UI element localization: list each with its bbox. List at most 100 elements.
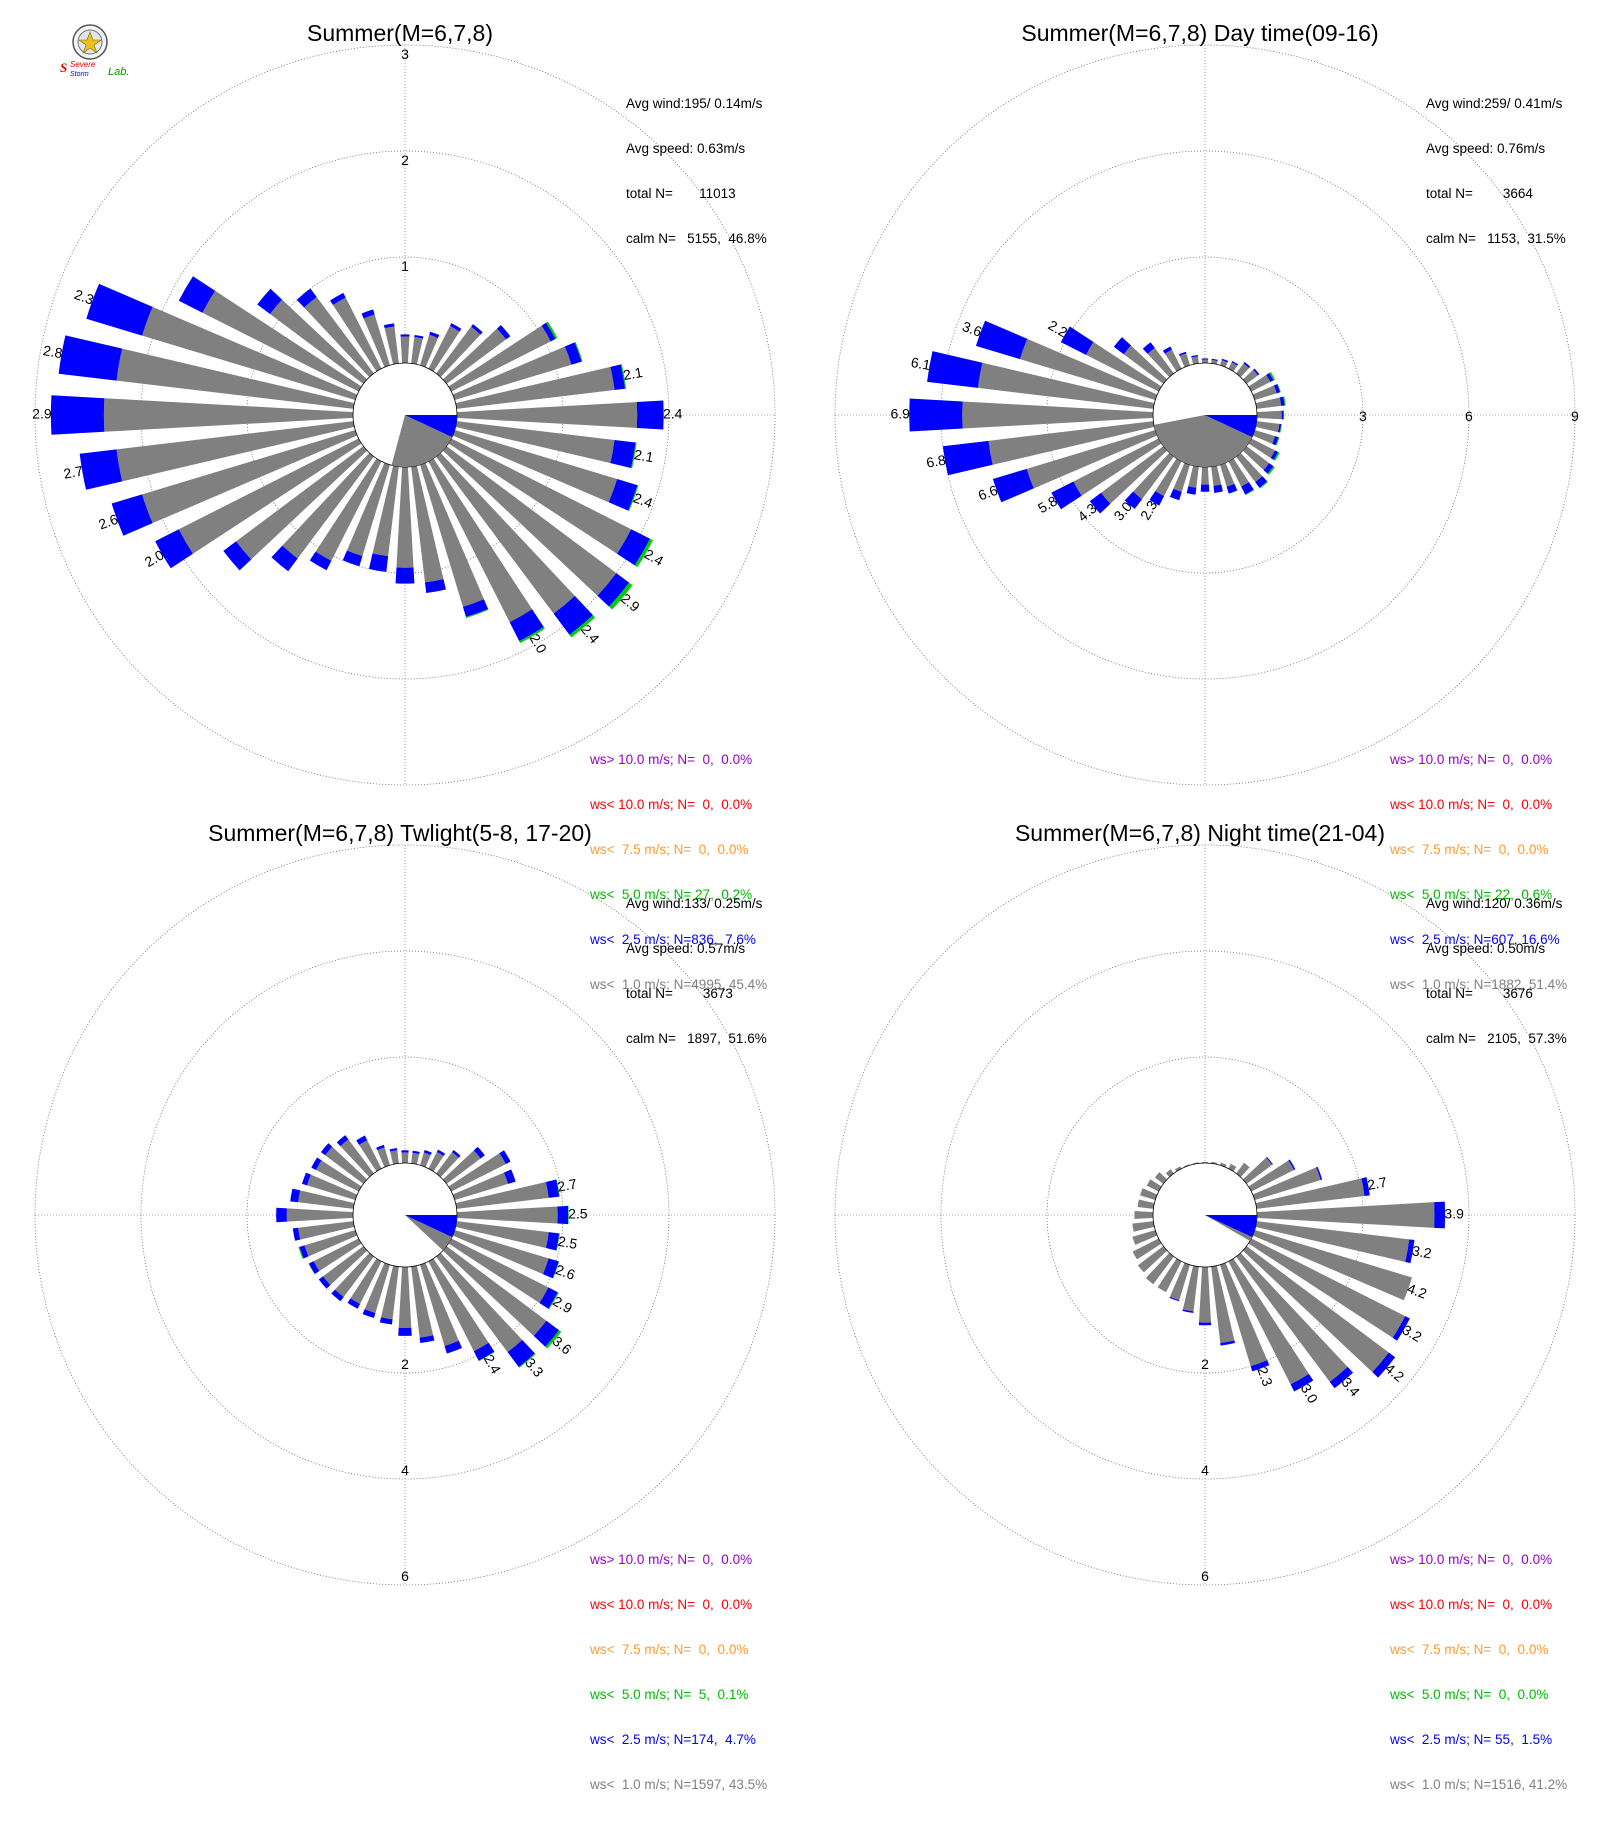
wind-bar-blue	[362, 1309, 376, 1319]
svg-text:Lab.: Lab.	[108, 66, 129, 78]
wind-bar-gray	[436, 1252, 523, 1353]
speed-label: 2.4	[631, 489, 655, 511]
wind-bar-gray	[1164, 349, 1182, 372]
wind-bar-blue	[223, 541, 252, 571]
wind-bar-blue	[1200, 484, 1210, 492]
wind-bar-gray	[1236, 1252, 1348, 1382]
wind-bar-gray	[1252, 385, 1277, 400]
wind-bar-blue	[1266, 372, 1274, 382]
legend-row: ws< 5.0 m/s; N= 0, 0.0%	[1390, 1687, 1549, 1702]
speed-label: 2.3	[72, 286, 96, 308]
wind-bar-blue	[1213, 484, 1223, 493]
wind-bar-green	[545, 1330, 562, 1349]
wind-bar-blue	[111, 494, 153, 536]
wind-bar-green	[546, 321, 558, 339]
wind-bar-blue	[1273, 384, 1281, 394]
wind-bar-gray	[400, 336, 410, 364]
mean-speed-sector	[405, 1215, 457, 1237]
wind-bar-gray	[455, 1181, 549, 1209]
wind-bar-gray	[411, 1152, 420, 1165]
wind-bar-gray	[307, 1174, 358, 1200]
wind-bar-green	[620, 364, 627, 389]
legend-row: ws< 1.0 m/s; N=1516, 41.2%	[1390, 1777, 1568, 1792]
wind-bar-blue	[376, 1144, 385, 1151]
wind-bar-gray	[452, 430, 618, 503]
wind-bar-gray	[448, 325, 551, 392]
wind-bar-gray	[1139, 1188, 1158, 1200]
speed-label: 2.7	[1366, 1174, 1388, 1193]
range-ring	[140, 150, 670, 680]
wind-bar-gray	[1220, 1262, 1268, 1367]
ring-label: 1	[401, 258, 409, 274]
wind-bar-gray	[988, 421, 1155, 465]
wind-bar-gray	[1145, 1252, 1174, 1285]
wind-bar-gray	[1086, 342, 1162, 392]
wind-bar-blue	[1279, 396, 1285, 406]
wind-bar-gray	[1132, 1230, 1158, 1245]
speed-label: 2.6	[553, 1261, 577, 1283]
wind-bar-blue	[423, 1149, 432, 1156]
wind-bar-gray	[962, 401, 1154, 429]
speed-label: 3.2	[1411, 1242, 1433, 1261]
wind-bar-blue	[444, 1340, 463, 1354]
wind-bar-green	[1267, 466, 1275, 475]
wind-bar-gray	[1137, 1246, 1168, 1273]
wind-bar-gray	[448, 438, 632, 554]
wind-bar-gray	[1228, 458, 1249, 487]
wind-bar-gray	[1191, 356, 1199, 365]
wind-bar-gray	[452, 346, 572, 400]
wind-bar-blue	[271, 545, 298, 572]
wind-bar-blue	[414, 334, 424, 339]
wind-bar-gray	[316, 1160, 362, 1192]
wind-bar-gray	[381, 1265, 399, 1320]
total-n-text: total N= 3664	[1426, 186, 1533, 201]
wind-bar-gray	[1248, 438, 1276, 458]
wind-bar-blue	[1226, 483, 1238, 494]
wind-bar-gray	[452, 1172, 509, 1200]
wind-bar-blue	[347, 1298, 361, 1309]
wind-bar-gray	[1236, 452, 1263, 483]
wind-bar-blue	[507, 1339, 535, 1367]
wind-bar-green	[552, 1261, 560, 1279]
wind-bar-blue	[50, 395, 105, 435]
wind-bar-blue	[909, 398, 963, 432]
wind-bar-gray	[1255, 1178, 1365, 1209]
wind-bar-blue	[389, 1148, 398, 1152]
wind-bar-blue	[290, 1188, 301, 1203]
wind-bar-green	[1283, 410, 1285, 420]
wind-bar-green	[298, 1246, 304, 1259]
wind-bar-gray	[1211, 1265, 1235, 1343]
wind-bar-gray	[396, 466, 414, 568]
wind-bar-gray	[1248, 1160, 1294, 1192]
wind-bar-gray	[428, 1258, 489, 1352]
wind-bar-blue	[429, 331, 440, 338]
wind-bar-blue	[1263, 463, 1274, 474]
wind-bar-gray	[442, 1246, 547, 1336]
panel-title: Summer(M=6,7,8) Night time(21-04)	[1014, 820, 1386, 846]
wind-bar-gray	[1179, 353, 1190, 368]
wind-bar-gray	[1252, 1230, 1413, 1301]
wind-bar-gray	[1256, 410, 1282, 420]
range-ring	[34, 44, 776, 786]
wind-rose-panel-twilight: 2 4 6 2.7 2.5 2.5 2.6 2.9 3.6 3.3 2.4 Summer(M=6,7…	[0, 800, 800, 1792]
speed-class-legend: ws> 10.0 m/s; N= 0, 0.0% ws< 10.0 m/s; N…	[590, 722, 767, 1022]
wind-bar-gray	[411, 465, 444, 583]
wind-bar-gray	[1173, 462, 1190, 492]
wind-bar-blue	[331, 1289, 344, 1302]
wind-bar-gray	[1188, 465, 1199, 488]
wind-bar-gray	[1248, 374, 1271, 392]
wind-bar-blue	[1255, 476, 1268, 488]
avg-speed-text: Avg speed: 0.76m/s	[1426, 141, 1546, 156]
wind-bar-gray	[298, 1221, 355, 1240]
wind-bar-green	[1283, 396, 1286, 406]
wind-bar-gray	[1228, 1258, 1309, 1385]
wind-bar-green	[609, 582, 633, 610]
legend-row: ws< 1.0 m/s; N=1882, 51.4%	[1390, 977, 1568, 992]
speed-label: 2.5	[568, 1206, 588, 1222]
wind-bar-blue	[1178, 351, 1187, 356]
wind-bar-gray	[363, 314, 390, 368]
wind-bar-blue	[557, 1205, 569, 1225]
wind-bar-green	[556, 1233, 560, 1251]
wind-bar-blue	[449, 323, 462, 332]
wind-bar-gray	[1201, 466, 1209, 485]
